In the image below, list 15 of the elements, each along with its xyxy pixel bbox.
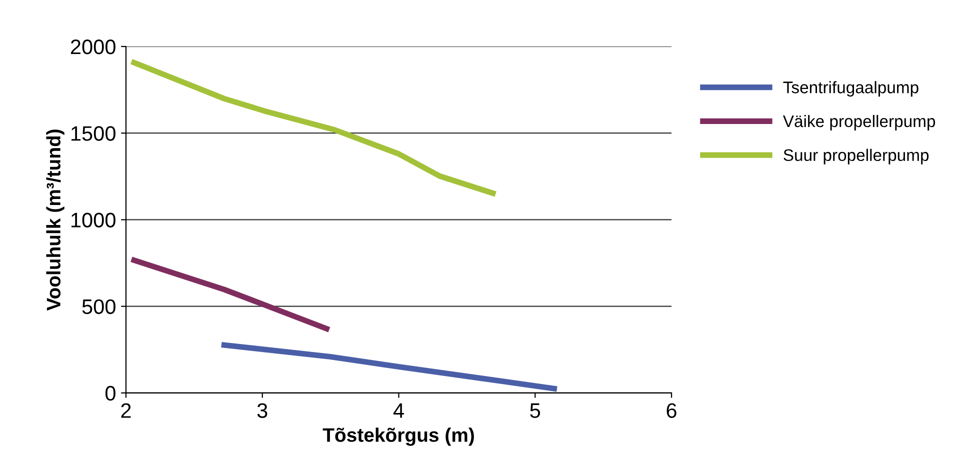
legend-label: Tsentrifugaalpump: [783, 81, 918, 97]
x-tick-label: 5: [530, 403, 540, 418]
y-tick-label: 1500: [71, 126, 116, 141]
y-tick-label: 0: [105, 386, 116, 401]
x-tick-label: 6: [666, 403, 676, 418]
y-axis-title: Vooluhulk (m³/tund): [46, 130, 64, 311]
x-tick-label: 3: [257, 403, 268, 418]
y-tick-label: 1000: [71, 212, 116, 228]
legend-label: Väike propellerpump: [782, 114, 936, 130]
y-tick-label: 2000: [70, 40, 116, 54]
y-tick-label: 500: [82, 299, 116, 314]
legend-label: Suur propellerpump: [784, 148, 929, 164]
x-tick-label: 4: [393, 403, 404, 418]
x-tick-label: 2: [121, 403, 131, 418]
x-axis-title: Tõstekõrgus (m): [322, 428, 474, 446]
